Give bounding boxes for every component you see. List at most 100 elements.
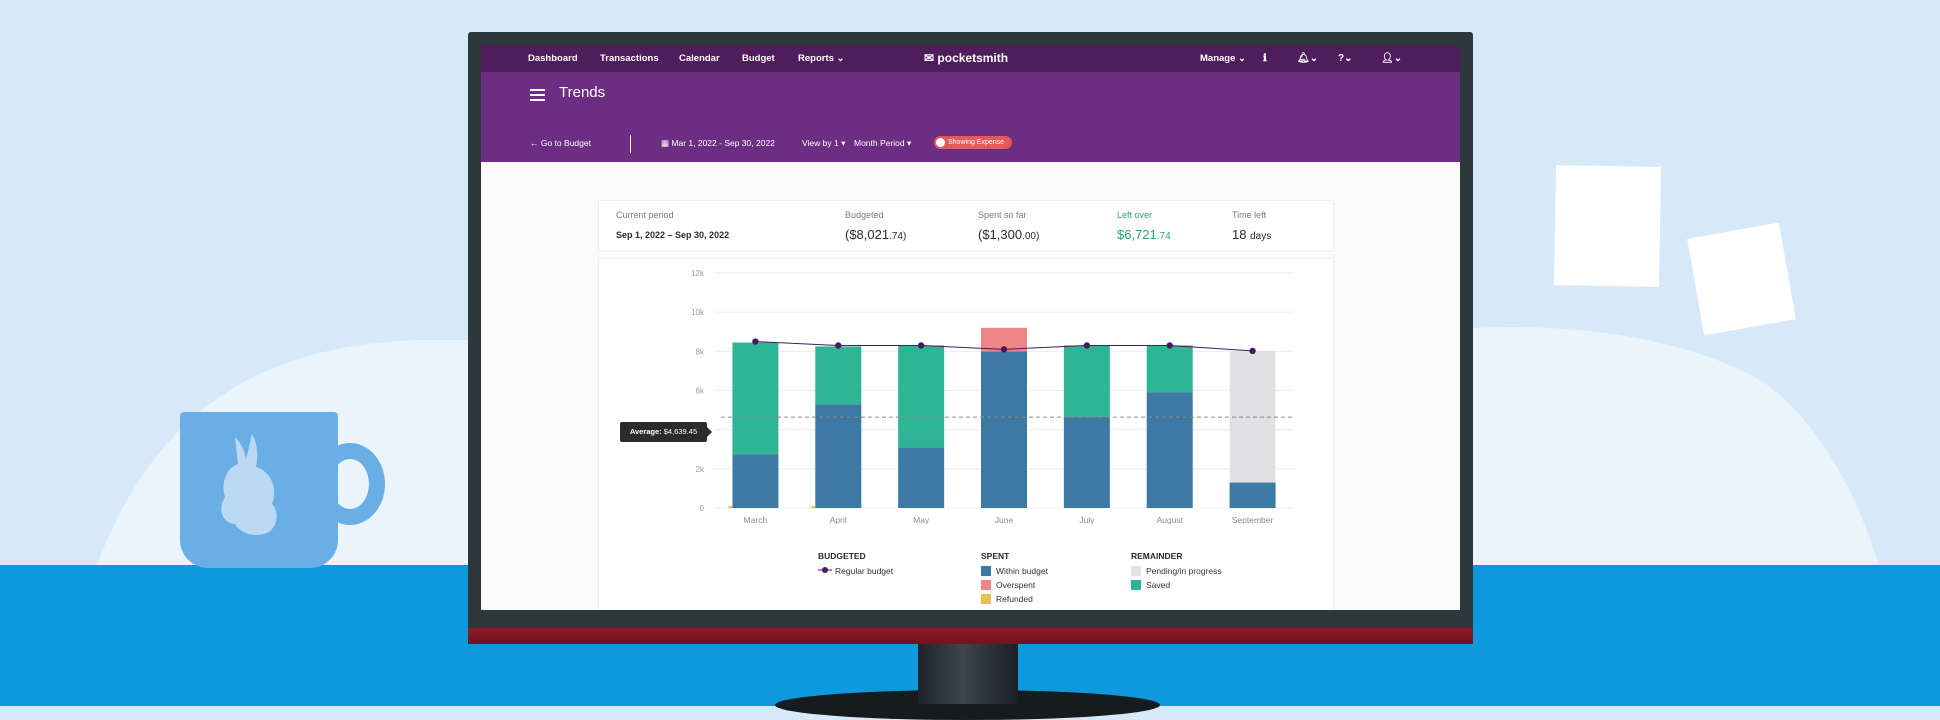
bar-saved: [1063, 345, 1110, 417]
user-icon[interactable]: 👤︎⌄: [1381, 53, 1403, 64]
calendar-icon: ▦: [661, 138, 670, 148]
legend-refunded[interactable]: Refunded: [981, 593, 1033, 605]
regular-budget-point: [1166, 342, 1173, 349]
caret-down-icon: ▾: [841, 138, 846, 148]
nav-manage[interactable]: Manage ⌄: [1200, 45, 1246, 72]
content-area: Current period Sep 1, 2022 – Sep 30, 202…: [481, 162, 1460, 610]
regular-budget-point: [1000, 346, 1008, 353]
chevron-down-icon: ⌄: [836, 53, 845, 64]
expense-toggle[interactable]: Showing Expense: [934, 136, 1012, 149]
legend-overspent[interactable]: Overspent: [981, 579, 1035, 591]
chevron-down-icon: ⌄: [1238, 53, 1246, 64]
caret-down-icon: ▾: [906, 138, 912, 148]
legend-regular-budget-label: Regular budget: [835, 566, 894, 576]
time-left-value: 18 days: [1232, 227, 1271, 242]
spent-value: ($1,300.00): [978, 227, 1039, 242]
trends-chart-card: 02k4k6k8k10k12kMarchAprilMayJuneJulyAugu…: [598, 258, 1334, 610]
bar-refunded: [811, 506, 816, 508]
top-navigation: Dashboard Transactions Calendar Budget R…: [481, 45, 1460, 72]
arrow-left-icon: ←: [530, 138, 539, 148]
swatch: [1131, 580, 1141, 590]
help-icon[interactable]: ?⌄: [1338, 53, 1353, 64]
date-range-label: Mar 1, 2022 - Sep 30, 2022: [671, 138, 775, 148]
back-to-budget-link[interactable]: ← Go to Budget: [530, 137, 591, 149]
page-title: Trends: [559, 84, 606, 101]
x-tick-label: May: [913, 515, 930, 524]
bar-within-budget: [981, 351, 1027, 508]
period-select[interactable]: Month Period ▾: [854, 137, 911, 149]
x-tick-label: July: [1079, 515, 1095, 524]
legend-remainder-title: REMAINDER: [1131, 551, 1183, 561]
x-tick-label: April: [830, 515, 847, 524]
bar-overspent: [981, 327, 1027, 352]
bar-saved: [732, 342, 779, 455]
current-period-value: Sep 1, 2022 – Sep 30, 2022: [616, 230, 730, 240]
bell-icon[interactable]: 🔔︎⌄: [1297, 53, 1319, 64]
regular-budget-point: [835, 342, 842, 349]
paper-note: [1553, 165, 1662, 287]
x-tick-label: August: [1156, 515, 1183, 524]
budgeted-label: Budgeted: [845, 210, 884, 220]
line-marker-icon: [818, 567, 832, 573]
legend-regular-budget[interactable]: Regular budget: [818, 565, 893, 577]
toggle-knob: [936, 138, 945, 147]
y-tick-label: 0: [700, 504, 705, 513]
spent-main: ($1,300: [978, 227, 1023, 242]
regular-budget-point: [1083, 342, 1091, 349]
tooltip-value: $4,639.45: [663, 427, 698, 436]
leftover-cents: .74: [1156, 231, 1171, 242]
legend-overspent-label: Overspent: [996, 580, 1036, 590]
leftover-label: Left over: [1117, 210, 1153, 220]
brand-name: pocketsmith: [937, 51, 1009, 65]
monitor-stand: [918, 644, 1018, 704]
y-tick-label: 6k: [696, 387, 705, 396]
regular-budget-point: [752, 338, 759, 345]
swatch: [1131, 566, 1141, 576]
nav-transactions[interactable]: Transactions: [600, 53, 659, 64]
nav-dashboard[interactable]: Dashboard: [528, 53, 578, 64]
swatch: [981, 580, 991, 590]
nav-reports[interactable]: Reports ⌄: [798, 45, 845, 72]
time-left-label: Time left: [1232, 210, 1267, 220]
bar-saved: [898, 345, 945, 448]
view-by-select[interactable]: View by 1 ▾: [802, 137, 845, 149]
llama-logo-icon: [221, 434, 277, 536]
legend-within-budget-label: Within budget: [996, 566, 1048, 576]
legend-within-budget[interactable]: Within budget: [981, 565, 1048, 577]
bar-within-budget: [1146, 392, 1193, 508]
hamburger-menu-icon[interactable]: [530, 89, 545, 104]
nav-calendar[interactable]: Calendar: [679, 53, 720, 64]
time-left-unit: days: [1250, 231, 1272, 242]
brand-logo[interactable]: ✉ pocketsmith: [924, 45, 1008, 72]
nav-manage-label: Manage: [1200, 53, 1236, 64]
spent-label: Spent so far: [978, 210, 1027, 220]
bar-within-budget: [1063, 416, 1110, 508]
paper-note: [1687, 222, 1796, 336]
app-screen: Dashboard Transactions Calendar Budget R…: [481, 45, 1460, 610]
time-left-number: 18: [1232, 227, 1247, 242]
budgeted-cents: .74): [889, 231, 907, 242]
legend-pending[interactable]: Pending/in progress: [1131, 565, 1222, 577]
date-range-picker[interactable]: ▦ Mar 1, 2022 - Sep 30, 2022: [661, 137, 775, 149]
x-tick-label: June: [995, 515, 1014, 524]
y-tick-label: 12k: [691, 269, 705, 278]
nav-reports-label: Reports: [798, 53, 834, 64]
swatch: [981, 566, 991, 576]
swatch: [981, 594, 991, 604]
legend-saved[interactable]: Saved: [1131, 579, 1170, 591]
legend-budgeted-title: BUDGETED: [818, 551, 866, 561]
current-period-label: Current period: [616, 210, 674, 220]
back-link-label: Go to Budget: [540, 138, 591, 148]
nav-budget[interactable]: Budget: [742, 53, 775, 64]
info-icon[interactable]: ℹ︎: [1263, 53, 1267, 64]
tooltip-label: Average:: [629, 427, 662, 436]
monitor-stripe: [468, 628, 1473, 644]
legend-spent-title: SPENT: [981, 551, 1010, 561]
bar-refunded: [728, 506, 733, 508]
divider: [630, 135, 631, 153]
pocketsmith-logo-icon: ✉: [924, 51, 935, 65]
regular-budget-point: [917, 342, 925, 349]
x-tick-label: March: [744, 515, 768, 524]
page-header: Trends ← Go to Budget ▦ Mar 1, 2022 - Se…: [481, 72, 1460, 162]
legend-saved-label: Saved: [1146, 580, 1171, 590]
